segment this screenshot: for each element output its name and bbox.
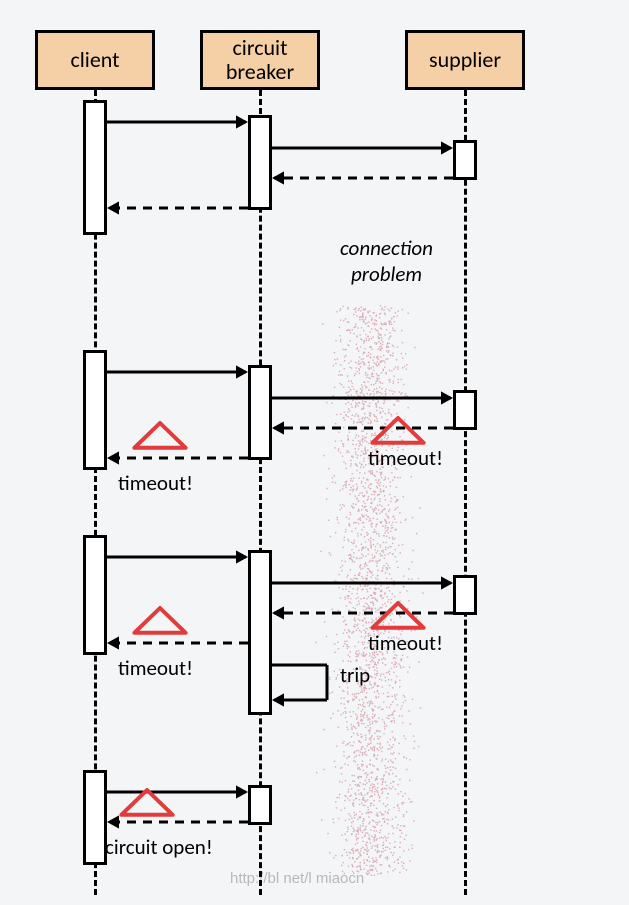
timeout-label-4: timeout!	[368, 630, 443, 656]
arrow-c2	[272, 576, 453, 589]
diagram-canvas: client circuit breaker supplier connecti…	[0, 0, 629, 905]
participant-client-label: client	[70, 48, 119, 72]
warning-icon	[134, 608, 185, 633]
lifeline-supplier	[464, 90, 467, 895]
activation-client_4	[83, 770, 107, 865]
activation-breaker_2	[248, 365, 272, 460]
arrow-a2	[272, 141, 453, 154]
arrow-c4	[107, 636, 248, 649]
activation-breaker_3	[248, 550, 272, 715]
warning-icon	[134, 423, 185, 448]
arrow-c1	[107, 550, 248, 563]
timeout-label-2: timeout!	[368, 445, 443, 471]
warning-icon	[372, 603, 423, 628]
connection-problem-label: connection problem	[340, 235, 433, 287]
participant-supplier: supplier	[405, 30, 525, 90]
activation-breaker_1	[248, 115, 272, 210]
lifeline-breaker	[259, 90, 262, 895]
trip-label: trip	[340, 662, 370, 688]
arrow-b2	[272, 391, 453, 404]
timeout-label-1: timeout!	[118, 470, 193, 496]
participant-breaker-label: circuit breaker	[226, 36, 294, 84]
participant-circuit-breaker: circuit breaker	[200, 30, 320, 90]
arrow-d2	[107, 815, 248, 828]
arrow-d1	[107, 785, 248, 798]
self-call-trip	[272, 665, 327, 707]
activation-supplier_3	[453, 575, 477, 615]
activation-client_2	[83, 350, 107, 470]
warning-icon	[121, 790, 172, 815]
arrow-a4	[107, 201, 248, 214]
arrow-c3	[272, 606, 453, 619]
activation-supplier_2	[453, 390, 477, 430]
watermark-text: http://bl net/l miaocn	[230, 870, 364, 887]
arrow-b1	[107, 365, 248, 378]
participant-client: client	[35, 30, 155, 90]
activation-breaker_4	[248, 785, 272, 825]
timeout-label-3: timeout!	[118, 655, 193, 681]
arrow-b4	[107, 451, 248, 464]
activation-supplier_1	[453, 140, 477, 180]
problem-zone	[315, 305, 423, 876]
arrow-a1	[107, 115, 248, 128]
warning-icon	[372, 418, 423, 443]
circuit-open-label: circuit open!	[105, 834, 213, 860]
arrow-b3	[272, 421, 453, 434]
participant-supplier-label: supplier	[429, 48, 501, 72]
activation-client_3	[83, 535, 107, 655]
activation-client_1	[83, 100, 107, 235]
arrow-a3	[272, 171, 453, 184]
